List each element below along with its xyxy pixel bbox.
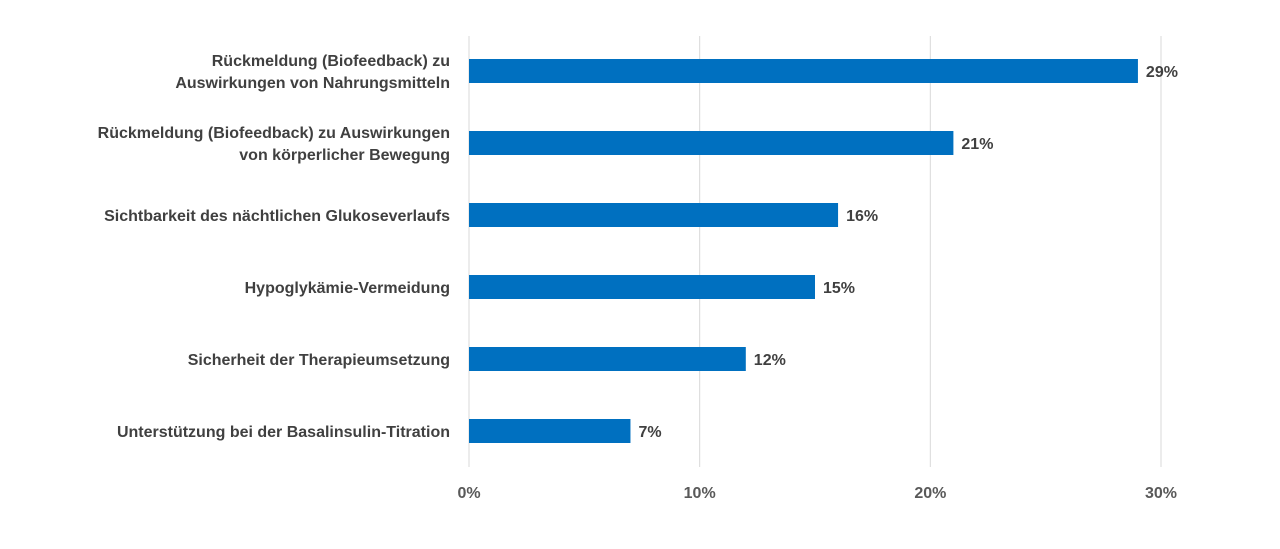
category-label-line: Rückmeldung (Biofeedback) zu xyxy=(212,53,450,70)
category-label: Hypoglykämie-Vermeidung xyxy=(245,280,450,297)
bar xyxy=(469,347,746,371)
category-label-line: Auswirkungen von Nahrungsmitteln xyxy=(175,75,450,92)
category-label-line: Unterstützung bei der Basalinsulin-Titra… xyxy=(117,424,450,441)
gridlines xyxy=(468,36,1162,467)
x-tick-label: 20% xyxy=(914,485,946,502)
bar xyxy=(469,203,839,227)
x-tick-label: 10% xyxy=(684,485,716,502)
bar xyxy=(469,275,815,299)
bar xyxy=(469,59,1138,83)
category-label-line: von körperlicher Bewegung xyxy=(239,147,450,164)
x-axis-tick-labels: 0% 10% 20% 30% xyxy=(457,485,1177,502)
data-label: 29% xyxy=(1146,64,1178,81)
category-label-line: Rückmeldung (Biofeedback) zu Auswirkunge… xyxy=(98,125,450,142)
category-label-line: Sicherheit der Therapieumsetzung xyxy=(188,352,450,369)
category-label-line: Hypoglykämie-Vermeidung xyxy=(245,280,450,297)
data-label: 7% xyxy=(638,424,661,441)
category-label: Sichtbarkeit des nächtlichen Glukoseverl… xyxy=(104,208,450,225)
x-tick-label: 0% xyxy=(457,485,480,502)
category-label: Unterstützung bei der Basalinsulin-Titra… xyxy=(117,424,450,441)
category-labels: Rückmeldung (Biofeedback) zu Auswirkungen… xyxy=(98,53,450,441)
data-label: 21% xyxy=(961,136,993,153)
data-label: 16% xyxy=(846,208,878,225)
bar xyxy=(469,419,631,443)
category-label: Sicherheit der Therapieumsetzung xyxy=(188,352,450,369)
data-label: 12% xyxy=(754,352,786,369)
bar xyxy=(469,131,954,155)
category-label: Rückmeldung (Biofeedback) zu Auswirkunge… xyxy=(98,125,450,164)
data-labels: 29% 21% 16% 15% 12% 7% xyxy=(638,64,1177,441)
x-tick-label: 30% xyxy=(1145,485,1177,502)
bars xyxy=(469,59,1138,443)
category-label: Rückmeldung (Biofeedback) zu Auswirkungen… xyxy=(175,53,450,92)
category-label-line: Sichtbarkeit des nächtlichen Glukoseverl… xyxy=(104,208,450,225)
data-label: 15% xyxy=(823,280,855,297)
